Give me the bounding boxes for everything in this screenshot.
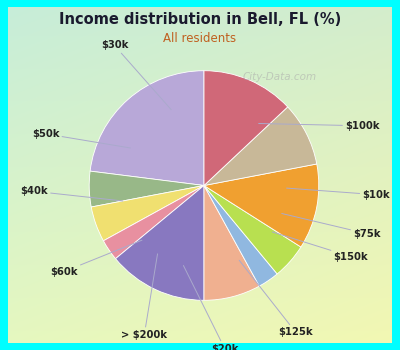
Text: $100k: $100k (259, 121, 380, 131)
Text: $10k: $10k (287, 188, 390, 200)
Wedge shape (91, 186, 204, 241)
Text: $125k: $125k (239, 260, 313, 337)
Wedge shape (204, 186, 259, 300)
Text: $60k: $60k (50, 240, 142, 276)
Wedge shape (89, 171, 204, 207)
Text: > $200k: > $200k (121, 254, 167, 340)
Text: $30k: $30k (101, 41, 171, 110)
Text: City-Data.com: City-Data.com (243, 72, 317, 82)
Text: All residents: All residents (164, 32, 236, 44)
Wedge shape (204, 186, 277, 286)
Text: $50k: $50k (32, 129, 130, 148)
Wedge shape (90, 71, 204, 186)
Wedge shape (116, 186, 204, 300)
Wedge shape (204, 71, 288, 186)
Wedge shape (104, 186, 204, 259)
Text: $75k: $75k (282, 214, 381, 239)
Wedge shape (204, 186, 301, 274)
Wedge shape (204, 107, 317, 186)
Text: $40k: $40k (20, 186, 123, 201)
Text: $20k: $20k (184, 266, 238, 350)
Text: $150k: $150k (272, 232, 368, 262)
Wedge shape (204, 164, 319, 247)
Text: Income distribution in Bell, FL (%): Income distribution in Bell, FL (%) (59, 12, 341, 27)
